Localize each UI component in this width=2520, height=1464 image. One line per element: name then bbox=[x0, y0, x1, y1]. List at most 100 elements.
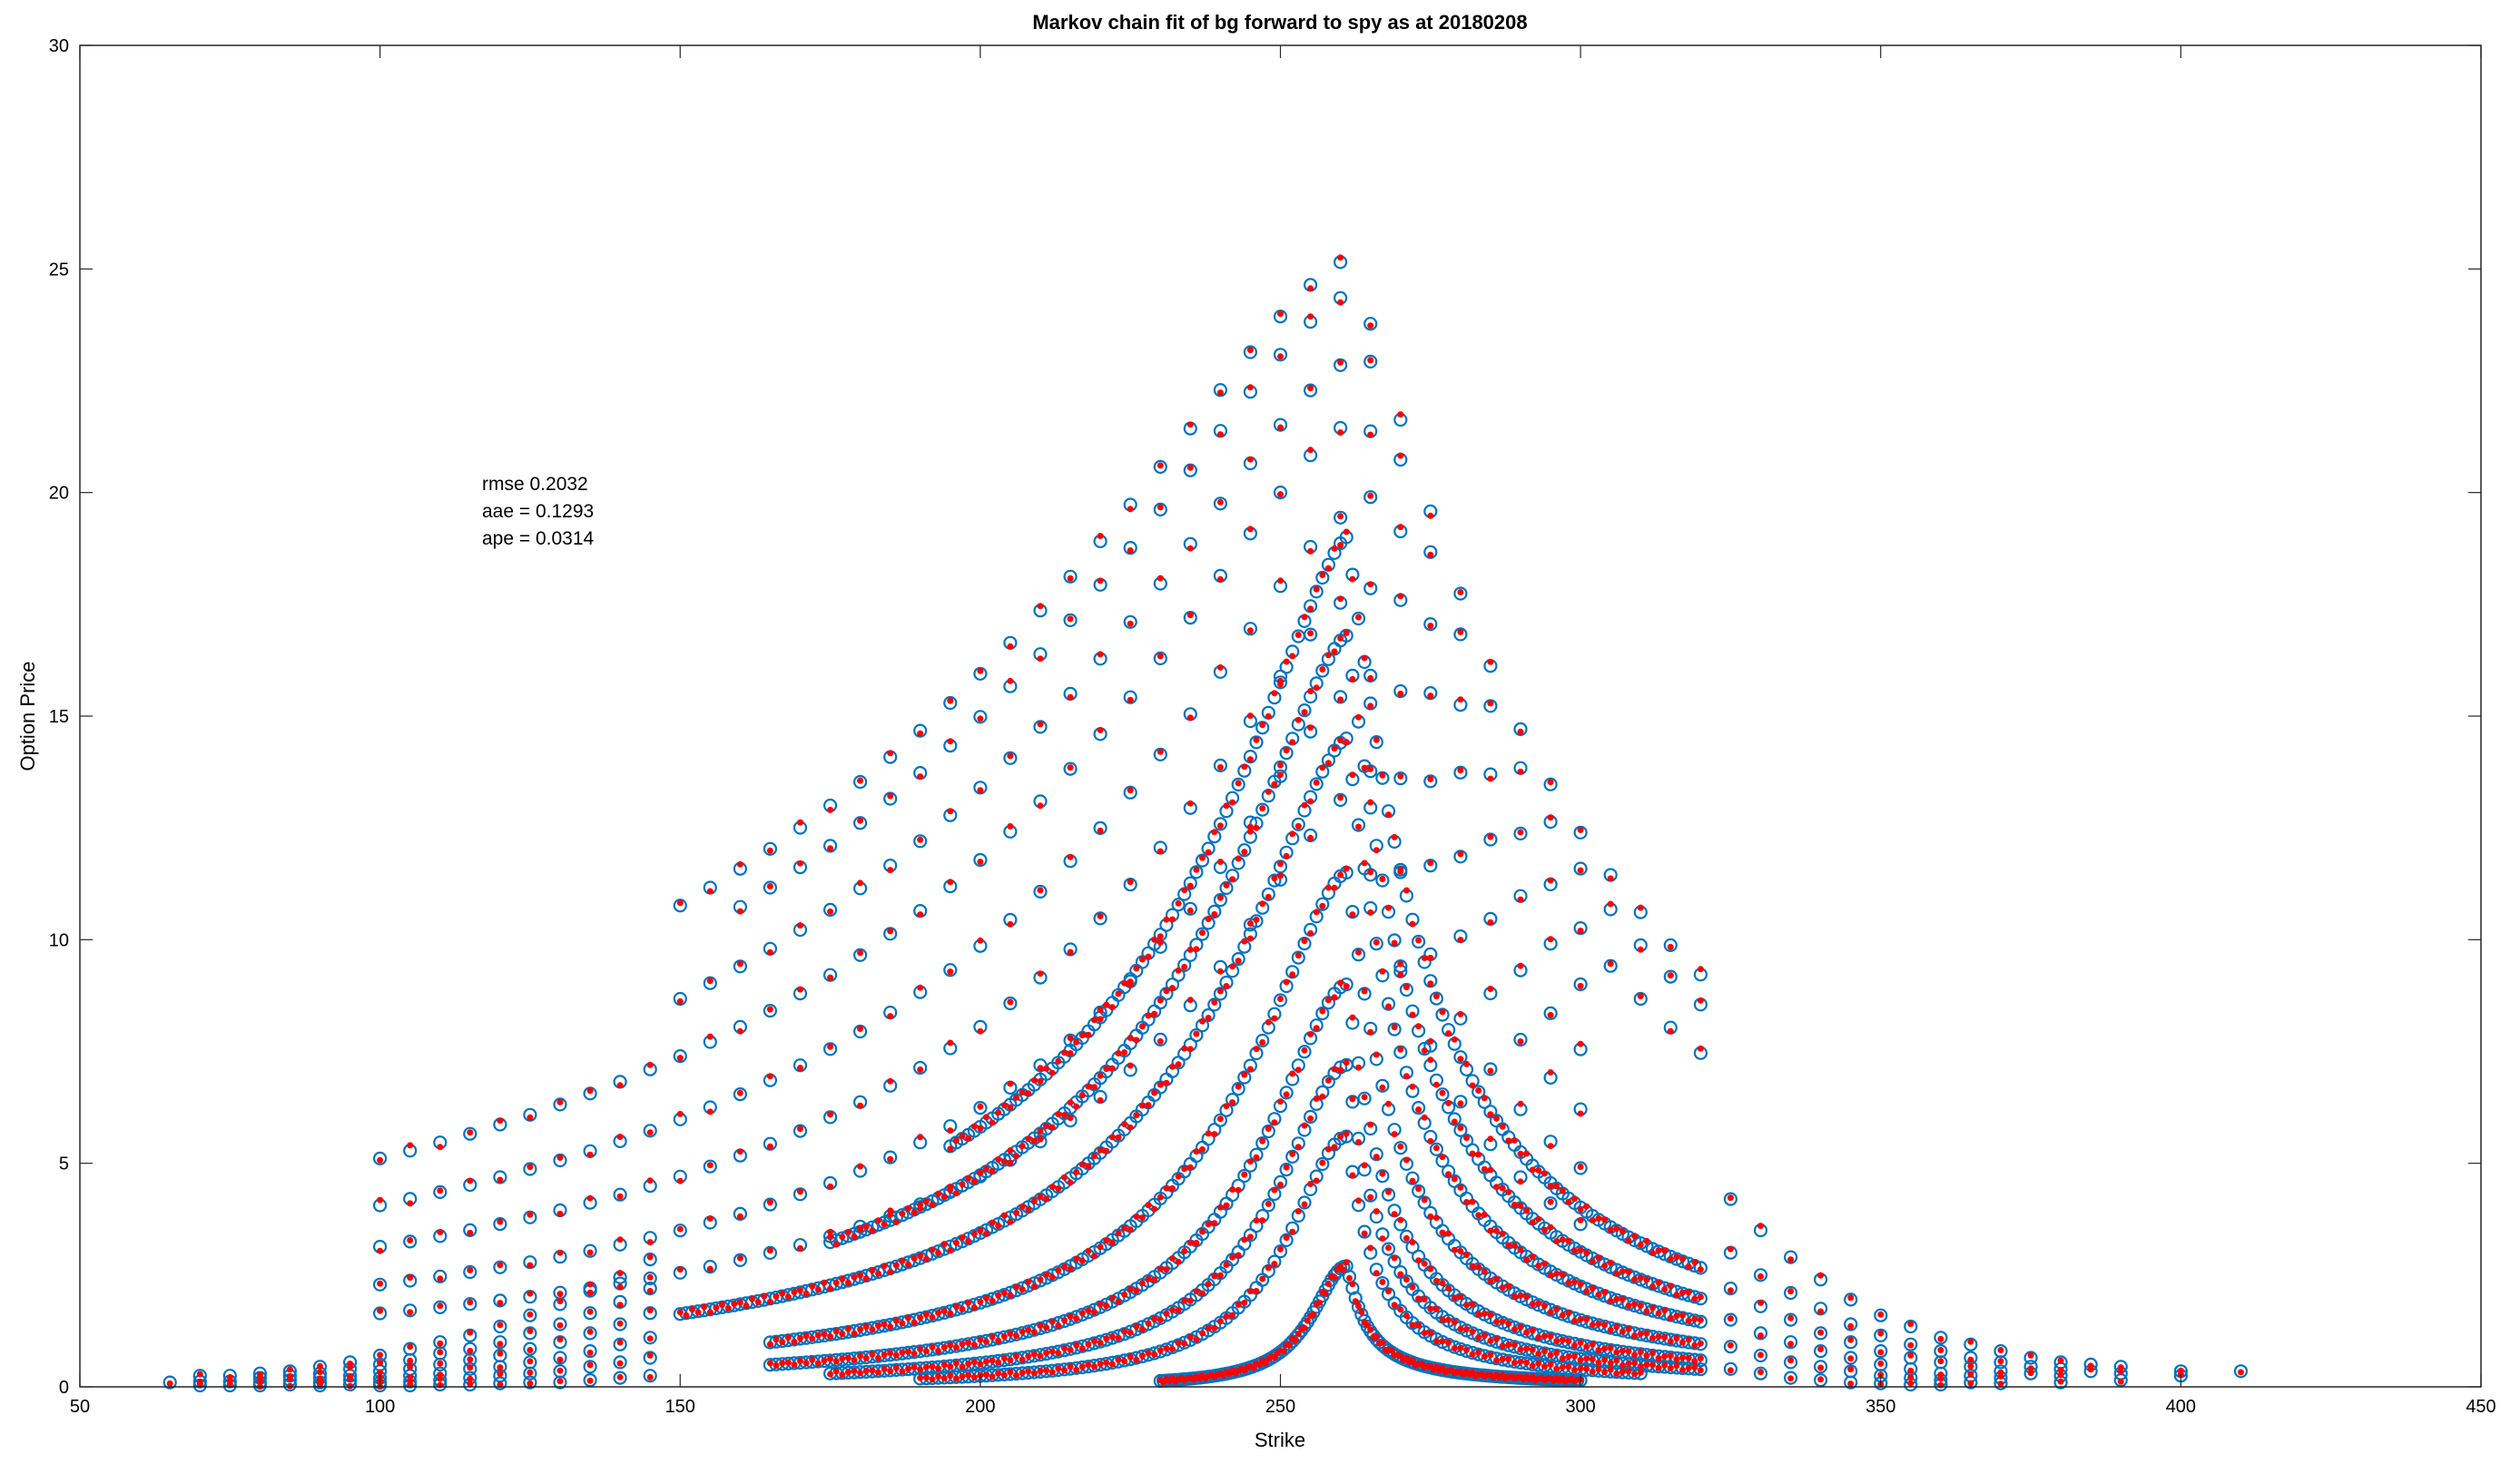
model-price-point bbox=[827, 1371, 834, 1378]
model-price-point bbox=[1319, 666, 1326, 673]
model-price-point bbox=[917, 836, 924, 843]
model-price-point bbox=[1108, 1294, 1116, 1302]
model-price-point bbox=[1787, 1341, 1795, 1348]
model-price-point bbox=[1637, 1242, 1644, 1249]
model-price-point bbox=[1625, 1348, 1632, 1355]
model-price-point bbox=[1511, 1360, 1518, 1366]
model-price-point bbox=[1283, 1091, 1290, 1098]
model-price-point bbox=[869, 1367, 876, 1374]
model-price-point bbox=[1427, 1330, 1434, 1337]
model-price-point bbox=[1007, 1080, 1014, 1087]
model-price-point bbox=[1847, 1380, 1855, 1388]
model-price-point bbox=[1727, 1367, 1734, 1374]
model-price-point bbox=[977, 1298, 984, 1305]
model-price-point bbox=[1253, 916, 1260, 923]
model-price-point bbox=[1121, 1328, 1128, 1335]
model-price-point bbox=[1691, 1259, 1698, 1265]
model-price-point bbox=[1324, 1145, 1332, 1153]
model-price-point bbox=[766, 1360, 773, 1367]
model-price-point bbox=[1529, 1253, 1536, 1261]
market-price-point bbox=[913, 1060, 928, 1076]
market-price-point bbox=[943, 963, 958, 978]
model-price-point bbox=[1541, 1170, 1548, 1177]
model-price-point bbox=[1229, 799, 1236, 806]
model-price-point bbox=[1103, 1001, 1110, 1008]
model-price-point bbox=[1583, 1365, 1590, 1372]
model-price-point bbox=[2057, 1378, 2064, 1385]
model-price-point bbox=[1937, 1375, 1944, 1382]
model-price-point bbox=[940, 1361, 948, 1369]
model-price-point bbox=[1385, 1003, 1392, 1010]
model-price-point bbox=[1078, 1363, 1086, 1371]
model-price-point bbox=[377, 1156, 384, 1164]
model-price-point bbox=[1523, 1256, 1531, 1263]
model-price-point bbox=[1085, 1361, 1092, 1369]
model-price-point bbox=[1091, 1253, 1098, 1260]
model-price-point bbox=[1577, 1356, 1584, 1363]
model-price-point bbox=[1577, 1246, 1584, 1253]
model-price-point bbox=[1013, 1209, 1019, 1216]
model-price-point bbox=[1246, 1158, 1254, 1165]
model-price-point bbox=[862, 1368, 870, 1374]
market-price-point bbox=[1153, 459, 1167, 475]
model-price-point bbox=[646, 1239, 654, 1246]
model-price-point bbox=[1307, 605, 1314, 613]
model-price-point bbox=[1265, 893, 1272, 900]
model-price-point bbox=[1085, 1163, 1092, 1170]
market-price-point bbox=[1213, 1113, 1228, 1127]
model-price-point bbox=[1379, 1279, 1386, 1285]
model-price-point bbox=[1432, 1305, 1440, 1312]
model-price-point bbox=[1937, 1358, 1944, 1365]
model-price-point bbox=[1205, 1221, 1212, 1228]
market-price-point bbox=[1093, 820, 1107, 836]
model-price-point bbox=[1457, 1125, 1464, 1132]
model-price-point bbox=[827, 1355, 834, 1362]
model-price-point bbox=[2057, 1371, 2064, 1379]
model-price-point bbox=[1409, 920, 1416, 928]
model-price-point bbox=[1133, 1037, 1140, 1044]
model-price-point bbox=[1025, 1352, 1032, 1360]
model-price-point bbox=[809, 1356, 816, 1363]
model-price-point bbox=[1103, 1147, 1110, 1154]
model-price-point bbox=[917, 1346, 924, 1352]
model-price-point bbox=[1421, 1114, 1428, 1121]
model-price-point bbox=[1229, 1186, 1236, 1194]
model-price-point bbox=[1157, 575, 1164, 582]
model-price-point bbox=[1337, 299, 1344, 306]
market-price-point bbox=[1993, 1355, 2008, 1370]
market-price-point bbox=[1453, 1050, 1468, 1065]
model-price-point bbox=[1397, 593, 1404, 600]
model-price-point bbox=[1091, 1153, 1098, 1160]
market-price-point bbox=[1315, 897, 1330, 911]
market-price-point bbox=[1429, 991, 1444, 1006]
model-price-point bbox=[1259, 1039, 1266, 1046]
model-price-point bbox=[1151, 1089, 1158, 1096]
market-price-point bbox=[1375, 1275, 1390, 1291]
model-price-point bbox=[586, 1308, 594, 1315]
model-price-point bbox=[1475, 1311, 1482, 1318]
model-price-point bbox=[1223, 1202, 1230, 1209]
market-price-point bbox=[1723, 1192, 1738, 1206]
model-price-point bbox=[1427, 1137, 1434, 1145]
model-price-point bbox=[1145, 1102, 1152, 1109]
model-price-point bbox=[929, 1376, 936, 1383]
model-price-point bbox=[1403, 1276, 1410, 1283]
model-price-point bbox=[1463, 1252, 1470, 1259]
model-price-point bbox=[1523, 1359, 1531, 1366]
model-price-point bbox=[1565, 1279, 1572, 1286]
model-price-point bbox=[1127, 506, 1134, 513]
model-price-point bbox=[1313, 1025, 1320, 1032]
model-price-point bbox=[1559, 1336, 1566, 1343]
model-price-point bbox=[1373, 1154, 1380, 1161]
model-price-point bbox=[1439, 1008, 1446, 1016]
model-price-point bbox=[1343, 865, 1350, 872]
market-price-point bbox=[1453, 586, 1468, 601]
market-price-point bbox=[1513, 722, 1528, 737]
market-price-point bbox=[1273, 418, 1288, 432]
model-price-point bbox=[1355, 1139, 1362, 1145]
market-price-point bbox=[763, 880, 778, 895]
model-price-point bbox=[1246, 1233, 1254, 1241]
model-price-point bbox=[952, 1190, 960, 1197]
model-price-point bbox=[1607, 1344, 1614, 1351]
model-price-point bbox=[1127, 1062, 1134, 1069]
